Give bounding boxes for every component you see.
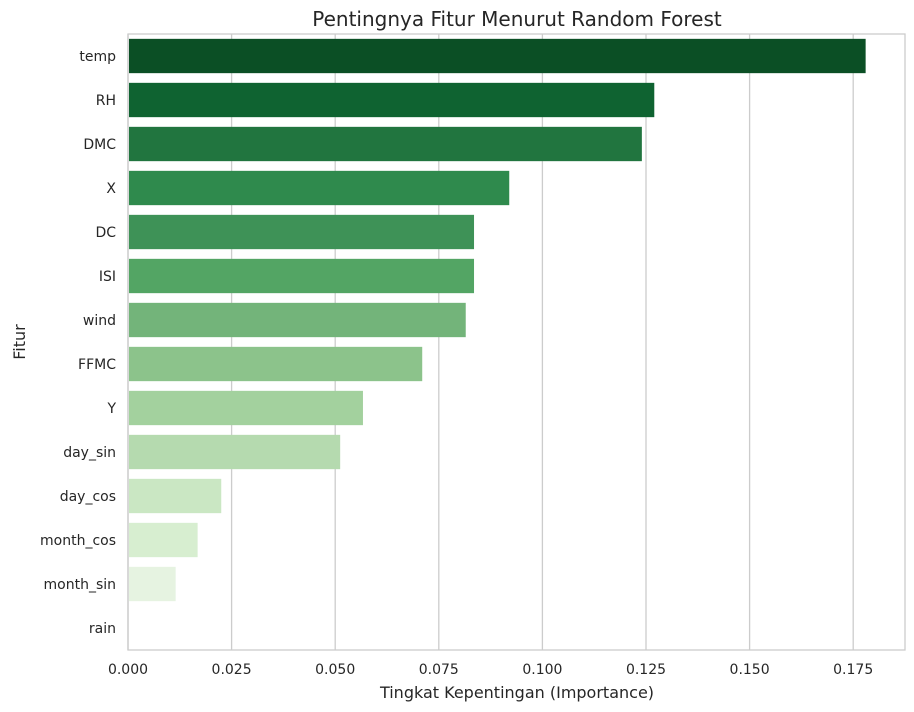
bar-dc [129,214,475,250]
bars [129,38,866,602]
y-tick-label: FFMC [78,357,116,373]
y-tick-label: X [106,181,116,197]
y-tick-label: RH [96,93,116,109]
x-tick-label: 0.050 [315,662,355,678]
bar-dmc [129,126,642,162]
bar-isi [129,258,475,294]
bar-temp [129,38,866,74]
x-tick-label: 0.150 [730,662,770,678]
y-axis-label: Fitur [10,324,29,360]
y-tick-label: DMC [83,137,116,153]
x-tick-label: 0.075 [419,662,459,678]
y-tick-label: month_sin [44,577,117,593]
y-tick-label: day_cos [60,489,116,505]
bar-rh [129,82,655,118]
x-tick-label: 0.175 [833,662,873,678]
plot-frame [127,33,906,651]
chart-title: Pentingnya Fitur Menurut Random Forest [312,7,722,31]
bar-wind [129,302,466,338]
bar-month-sin [129,566,176,602]
y-tick-label: wind [83,313,116,329]
y-tick-label: rain [89,621,116,637]
bar-y [129,390,363,426]
x-tick-label: 0.125 [626,662,666,678]
y-tick-label: temp [79,49,116,65]
y-tick-label: day_sin [63,445,116,461]
x-tick-label: 0.000 [108,662,148,678]
bar-ffmc [129,346,423,382]
y-tick-label: month_cos [40,533,116,549]
x-tick-labels: 0.000 0.025 0.050 0.075 0.100 0.125 0.150 0.175 [108,662,873,678]
bar-day-sin [129,434,341,470]
x-axis-label: Tingkat Kepentingan (Importance) [379,683,654,702]
y-tick-label: Y [106,401,116,417]
gridlines [127,34,854,650]
bar-x [129,170,510,206]
x-tick-label: 0.025 [212,662,252,678]
x-tick-label: 0.100 [522,662,562,678]
y-tick-label: DC [95,225,116,241]
bar-month-cos [129,522,198,558]
y-tick-label: ISI [99,269,116,285]
bar-day-cos [129,478,222,514]
